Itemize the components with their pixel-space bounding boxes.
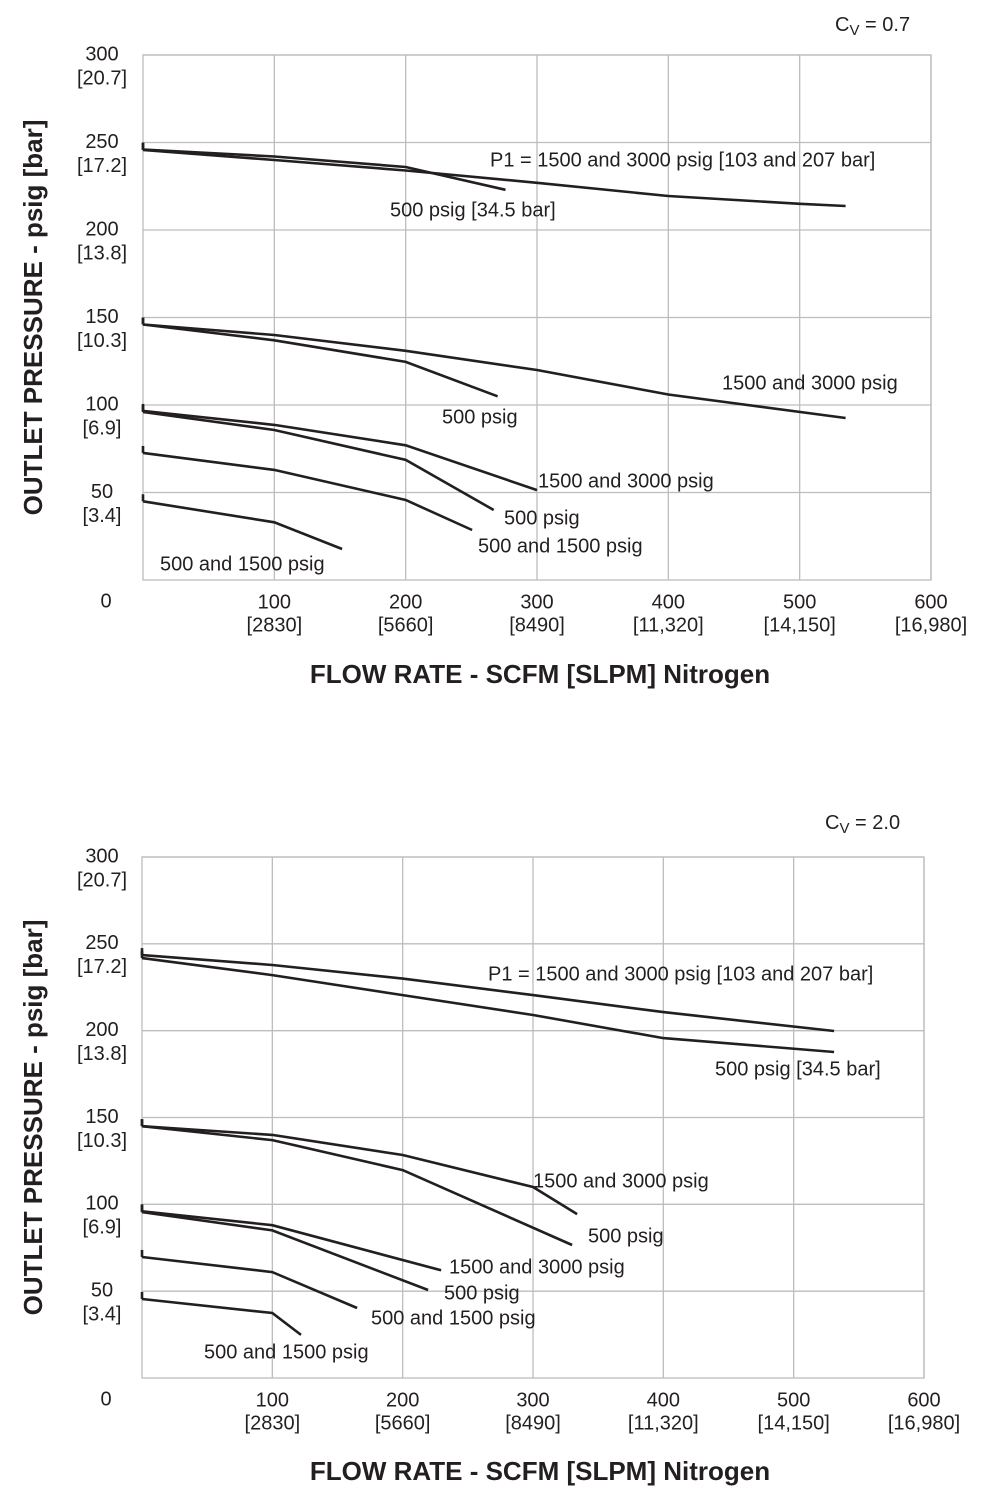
curve-label: 500 and 1500 psig bbox=[204, 1341, 369, 1363]
x-tick-sublabel: [16,980] bbox=[888, 1412, 960, 1434]
y-tick-sublabel: [13.8] bbox=[77, 1043, 127, 1065]
x-tick-label: 500 bbox=[783, 591, 816, 613]
curve bbox=[142, 323, 499, 398]
curve bbox=[142, 148, 846, 208]
curve bbox=[142, 323, 846, 420]
curve-label: 1500 and 3000 psig bbox=[538, 470, 714, 492]
curve-label: 500 psig [34.5 bar] bbox=[390, 199, 556, 221]
curve bbox=[141, 1124, 573, 1247]
cv-label: CV = 0.7 bbox=[835, 14, 910, 39]
y-axis-title: OUTLET PRESSURE - psig [bar] bbox=[18, 920, 48, 1316]
curve-label: 500 psig bbox=[442, 406, 518, 428]
curve-label: P1 = 1500 and 3000 psig [103 and 207 bar… bbox=[488, 963, 873, 985]
x-axis-title: FLOW RATE - SCFM [SLPM] Nitrogen bbox=[310, 659, 770, 689]
cv-base: C bbox=[835, 14, 849, 36]
curve-label: 500 and 1500 psig bbox=[371, 1307, 536, 1329]
y-tick-sublabel: [10.3] bbox=[77, 330, 127, 352]
curve bbox=[141, 953, 835, 1033]
x-tick-sublabel: [5660] bbox=[375, 1412, 431, 1434]
curve bbox=[141, 1255, 358, 1310]
cv-rest: = 0.7 bbox=[859, 14, 910, 36]
y-tick-sublabel: [20.7] bbox=[77, 67, 127, 89]
y-tick-label: 0 bbox=[100, 1388, 111, 1410]
x-tick-sublabel: [8490] bbox=[509, 614, 565, 636]
curve bbox=[142, 500, 343, 551]
y-tick-sublabel: [10.3] bbox=[77, 1130, 127, 1152]
y-tick-sublabel: [3.4] bbox=[83, 505, 122, 527]
x-tick-sublabel: [14,150] bbox=[758, 1412, 830, 1434]
x-tick-sublabel: [2830] bbox=[245, 1412, 301, 1434]
x-axis-title: FLOW RATE - SCFM [SLPM] Nitrogen bbox=[310, 1456, 770, 1486]
y-tick-label: 0 bbox=[100, 590, 111, 612]
y-tick-label: 50 bbox=[91, 1279, 113, 1301]
x-tick-sublabel: [2830] bbox=[247, 614, 303, 636]
curve bbox=[141, 1210, 442, 1272]
x-tick-label: 100 bbox=[258, 591, 291, 613]
y-tick-label: 200 bbox=[85, 1019, 118, 1041]
curve-label: 1500 and 3000 psig bbox=[449, 1256, 625, 1278]
curve-label: 500 psig bbox=[588, 1225, 664, 1247]
x-tick-label: 600 bbox=[907, 1389, 940, 1411]
curve bbox=[141, 1124, 578, 1216]
x-tick-label: 200 bbox=[389, 591, 422, 613]
y-tick-label: 250 bbox=[85, 932, 118, 954]
curve bbox=[141, 956, 835, 1054]
curve-label: 500 psig [34.5 bar] bbox=[715, 1058, 881, 1080]
curve bbox=[141, 1297, 302, 1336]
curve bbox=[142, 410, 495, 512]
y-tick-label: 250 bbox=[85, 131, 118, 153]
curve-label: P1 = 1500 and 3000 psig [103 and 207 bar… bbox=[490, 149, 875, 171]
y-tick-sublabel: [17.2] bbox=[77, 956, 127, 978]
curve bbox=[141, 1210, 429, 1292]
curve-label: 500 and 1500 psig bbox=[478, 535, 643, 557]
x-tick-sublabel: [14,150] bbox=[764, 614, 836, 636]
y-tick-sublabel: [20.7] bbox=[77, 869, 127, 891]
x-tick-label: 200 bbox=[386, 1389, 419, 1411]
x-tick-label: 500 bbox=[777, 1389, 810, 1411]
x-tick-label: 300 bbox=[516, 1389, 549, 1411]
y-tick-label: 300 bbox=[85, 845, 118, 867]
x-tick-sublabel: [11,320] bbox=[633, 614, 704, 636]
cv-base: C bbox=[825, 812, 839, 834]
y-axis-title: OUTLET PRESSURE - psig [bar] bbox=[18, 120, 48, 516]
cv-sub: V bbox=[849, 22, 859, 39]
y-tick-sublabel: [6.9] bbox=[83, 1217, 122, 1239]
y-tick-label: 200 bbox=[85, 218, 118, 240]
x-tick-label: 400 bbox=[652, 591, 685, 613]
curve-label: 500 psig bbox=[504, 507, 580, 529]
curve-label: 1500 and 3000 psig bbox=[722, 372, 898, 394]
x-tick-label: 100 bbox=[256, 1389, 289, 1411]
cv-rest: = 2.0 bbox=[849, 812, 900, 834]
y-tick-label: 150 bbox=[85, 1106, 118, 1128]
y-tick-label: 50 bbox=[91, 481, 113, 503]
x-tick-label: 600 bbox=[914, 591, 947, 613]
y-tick-label: 100 bbox=[85, 1193, 118, 1215]
x-tick-sublabel: [5660] bbox=[378, 614, 434, 636]
y-tick-sublabel: [17.2] bbox=[77, 155, 127, 177]
y-tick-sublabel: [3.4] bbox=[83, 1303, 122, 1325]
curve bbox=[142, 409, 538, 492]
cv-sub: V bbox=[839, 820, 849, 837]
curve bbox=[142, 451, 473, 532]
curve-label: 1500 and 3000 psig bbox=[533, 1170, 709, 1192]
x-tick-sublabel: [8490] bbox=[505, 1412, 561, 1434]
cv-label: CV = 2.0 bbox=[825, 812, 900, 837]
x-tick-label: 300 bbox=[520, 591, 553, 613]
y-tick-label: 100 bbox=[85, 393, 118, 415]
y-tick-sublabel: [6.9] bbox=[83, 417, 122, 439]
x-tick-label: 400 bbox=[647, 1389, 680, 1411]
x-tick-sublabel: [11,320] bbox=[628, 1412, 699, 1434]
y-tick-label: 300 bbox=[85, 43, 118, 65]
x-tick-sublabel: [16,980] bbox=[895, 614, 967, 636]
curve bbox=[142, 148, 506, 192]
curve-label: 500 and 1500 psig bbox=[160, 553, 325, 575]
y-tick-label: 150 bbox=[85, 306, 118, 328]
curve-label: 500 psig bbox=[444, 1282, 520, 1304]
y-tick-sublabel: [13.8] bbox=[77, 242, 127, 264]
